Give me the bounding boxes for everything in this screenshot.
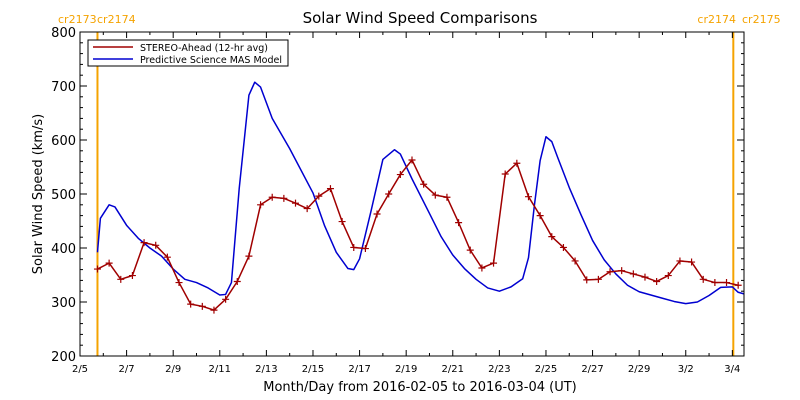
x-tick-label: 3/2 xyxy=(678,364,694,375)
data-point xyxy=(222,295,230,303)
data-point xyxy=(443,193,451,201)
legend-label-stereo: STEREO-Ahead (12-hr avg) xyxy=(140,43,268,54)
data-point xyxy=(128,272,136,280)
x-tick-label: 2/17 xyxy=(348,364,370,375)
data-point xyxy=(688,258,696,266)
data-point xyxy=(676,257,684,265)
x-tick-label: 2/15 xyxy=(302,364,324,375)
data-point xyxy=(420,180,428,188)
y-tick-label: 300 xyxy=(51,296,76,311)
data-point xyxy=(490,259,498,267)
data-point xyxy=(268,193,276,201)
data-point xyxy=(641,273,649,281)
legend-box xyxy=(87,39,289,67)
data-point xyxy=(385,190,393,198)
series-2 xyxy=(96,81,744,305)
data-point xyxy=(175,279,183,287)
data-point xyxy=(548,233,556,241)
legend: STEREO-Ahead (12-hr avg) Predictive Scie… xyxy=(87,39,289,67)
data-point xyxy=(723,279,731,287)
data-point xyxy=(315,192,323,200)
x-tick-label: 2/11 xyxy=(209,364,231,375)
chart-title: Solar Wind Speed Comparisons xyxy=(303,9,538,27)
data-point xyxy=(653,277,661,285)
data-point xyxy=(257,201,265,209)
x-axis-label: Month/Day from 2016-02-05 to 2016-03-04 … xyxy=(263,380,576,395)
x-tick-label: 2/21 xyxy=(442,364,464,375)
x-tick-label: 2/23 xyxy=(488,364,510,375)
series-line-2 xyxy=(96,81,744,305)
data-point xyxy=(338,218,346,226)
data-point xyxy=(524,193,532,201)
legend-label-mas-model: Predictive Science MAS Model xyxy=(140,55,282,66)
data-point xyxy=(326,185,334,193)
data-point xyxy=(513,159,521,167)
data-point xyxy=(187,300,195,308)
x-tick-label: 2/9 xyxy=(165,364,181,375)
x-tick-label: 3/4 xyxy=(724,364,740,375)
y-tick-label: 700 xyxy=(51,80,76,95)
x-tick-label: 2/19 xyxy=(395,364,417,375)
data-point xyxy=(210,306,218,314)
y-tick-label: 600 xyxy=(51,134,76,149)
y-axis-label: Solar Wind Speed (km/s) xyxy=(31,114,46,274)
data-point xyxy=(559,243,567,251)
series-line-1 xyxy=(97,159,739,311)
x-tick-label: 2/5 xyxy=(72,364,88,375)
data-point xyxy=(699,275,707,283)
x-tick-label: 2/7 xyxy=(119,364,135,375)
data-point xyxy=(373,210,381,218)
data-point xyxy=(606,268,614,276)
data-point xyxy=(233,277,241,285)
data-point xyxy=(152,241,160,249)
data-point xyxy=(117,275,125,283)
rotation-label-left-2: cr2174 xyxy=(697,13,736,26)
data-point xyxy=(583,276,591,284)
x-tick-label: 2/29 xyxy=(628,364,650,375)
data-point xyxy=(105,259,113,267)
data-point xyxy=(280,194,288,202)
data-point xyxy=(455,219,463,227)
data-point xyxy=(140,239,148,247)
data-point xyxy=(629,270,637,278)
data-point xyxy=(350,243,358,251)
data-point xyxy=(618,267,626,275)
rotation-label-right-1: cr2174 xyxy=(97,13,136,26)
axes: 2/5 2/7 2/9 2/11 2/13 2/15 2/17 2/19 2/21 2/23 2/2… xyxy=(51,26,744,375)
x-tick-label: 2/27 xyxy=(581,364,603,375)
data-point xyxy=(594,275,602,283)
y-tick-label: 500 xyxy=(51,188,76,203)
data-point xyxy=(711,279,719,287)
data-point xyxy=(245,252,253,260)
data-point xyxy=(571,257,579,265)
data-point xyxy=(198,302,206,310)
plot-area xyxy=(93,32,744,356)
x-tick-label: 2/13 xyxy=(255,364,277,375)
data-point xyxy=(536,212,544,220)
data-point xyxy=(163,253,171,261)
rotation-label-right-2: cr2175 xyxy=(742,13,781,26)
data-point xyxy=(303,205,311,213)
data-point xyxy=(664,272,672,280)
data-point xyxy=(93,265,101,273)
rotation-label-left-1: cr2173 xyxy=(58,13,97,26)
plot-frame xyxy=(79,31,745,357)
series-1 xyxy=(93,156,742,314)
data-point xyxy=(396,171,404,179)
y-tick-label: 400 xyxy=(51,242,76,257)
y-tick-label: 200 xyxy=(51,350,76,365)
data-point xyxy=(501,170,509,178)
data-point xyxy=(408,156,416,164)
data-point xyxy=(734,281,742,289)
data-point xyxy=(361,245,369,253)
y-tick-label: 800 xyxy=(51,26,76,41)
data-point xyxy=(478,264,486,272)
data-point xyxy=(292,199,300,207)
x-tick-label: 2/25 xyxy=(535,364,557,375)
data-point xyxy=(466,246,474,254)
data-point xyxy=(431,191,439,199)
